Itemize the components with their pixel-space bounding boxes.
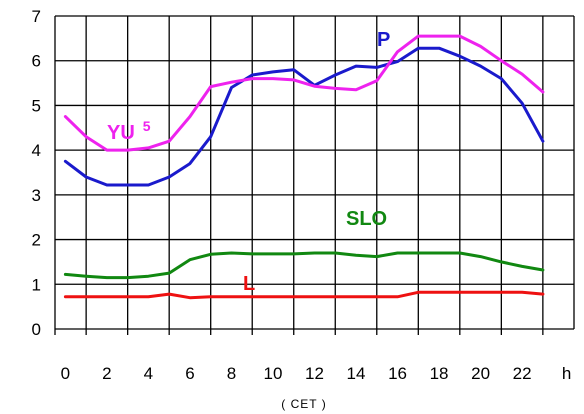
x-tick-label: h bbox=[562, 364, 571, 383]
y-tick-label: 0 bbox=[32, 320, 41, 339]
series-labels: P YU 5 SLO L bbox=[107, 29, 390, 295]
series-label-yu-5: YU 5 bbox=[107, 118, 151, 144]
y-tick-label: 7 bbox=[32, 7, 41, 26]
y-tick-label: 6 bbox=[32, 52, 41, 71]
x-tick-label: 8 bbox=[227, 364, 236, 383]
x-tick-label: 14 bbox=[347, 364, 366, 383]
series-lines bbox=[63, 34, 545, 300]
x-tick-label: 20 bbox=[471, 364, 490, 383]
x-tick-label: 2 bbox=[102, 364, 111, 383]
series-label-slo: SLO bbox=[346, 208, 387, 230]
grid bbox=[54, 15, 575, 335]
x-tick-label: 22 bbox=[513, 364, 532, 383]
y-tick-label: 5 bbox=[32, 96, 41, 115]
series-line-p bbox=[63, 46, 545, 187]
x-tick-label: 16 bbox=[388, 364, 407, 383]
x-tick-label: 18 bbox=[430, 364, 449, 383]
x-axis-label: ( CET ) bbox=[281, 397, 326, 411]
series-line-yu-5 bbox=[63, 34, 545, 152]
series-line-slo bbox=[63, 251, 545, 280]
x-tick-label: 12 bbox=[305, 364, 324, 383]
x-axis-ticks: 0 2 4 6 8 10 12 14 16 18 20 22 h bbox=[61, 364, 572, 383]
y-tick-label: 4 bbox=[32, 141, 41, 160]
x-tick-label: 10 bbox=[264, 364, 283, 383]
y-tick-label: 3 bbox=[32, 186, 41, 205]
x-tick-label: 0 bbox=[61, 364, 70, 383]
y-axis-ticks: 0 1 2 3 4 5 6 7 bbox=[32, 7, 41, 339]
x-tick-label: 6 bbox=[185, 364, 194, 383]
series-line-l bbox=[63, 290, 545, 300]
x-tick-label: 4 bbox=[144, 364, 153, 383]
series-label-p: P bbox=[377, 29, 390, 51]
series-label-l: L bbox=[243, 273, 255, 295]
y-tick-label: 2 bbox=[32, 231, 41, 250]
y-tick-label: 1 bbox=[32, 275, 41, 294]
